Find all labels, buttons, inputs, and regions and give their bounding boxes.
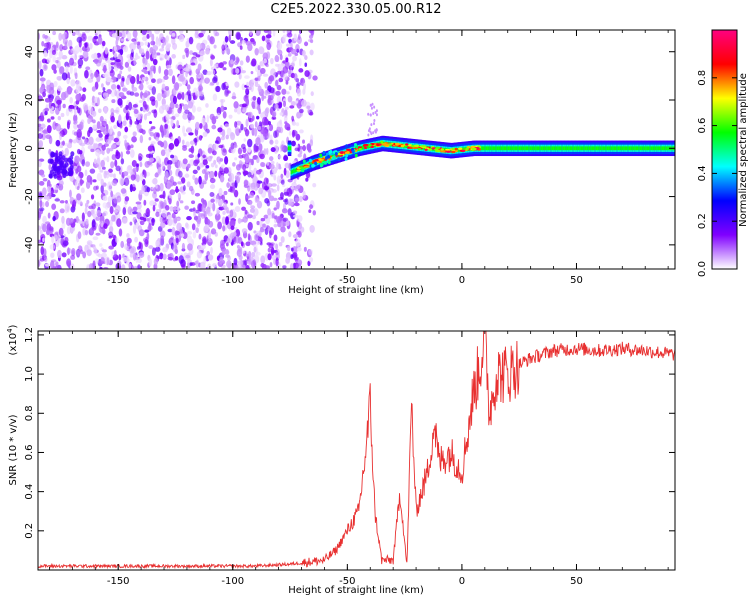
spectrogram-y-tick-label: -20 bbox=[24, 188, 35, 204]
colorbar-tick-label: 0.2 bbox=[697, 213, 708, 229]
colorbar: 0.0 0.2 0.4 0.6 0.8 Normalized spectral ampl… bbox=[697, 29, 749, 277]
snr-x-tick-label: -100 bbox=[221, 576, 244, 587]
spectrogram-image bbox=[38, 30, 675, 269]
snr-y-axis-label: SNR (10 * v/v) bbox=[8, 414, 19, 485]
snr-x-tick-label: 50 bbox=[570, 576, 583, 587]
spectrogram-x-tick-label: 50 bbox=[570, 275, 583, 286]
svg-text:(x104): (x104) bbox=[6, 324, 19, 355]
figure-title: C2E5.2022.330.05.00.R12 bbox=[270, 2, 442, 17]
colorbar-tick-label: 0.4 bbox=[697, 165, 708, 181]
snr-y-tick-label: 0.4 bbox=[24, 484, 35, 500]
spectrogram-y-tick-label: -40 bbox=[24, 237, 35, 253]
spectrogram-x-tick-label: -50 bbox=[339, 275, 355, 286]
spectrogram-x-tick-label: 0 bbox=[459, 275, 465, 286]
colorbar-tick-label: 0.6 bbox=[697, 118, 708, 134]
snr-y-tick-label: 0.2 bbox=[24, 523, 35, 539]
spectrogram-x-axis-label: Height of straight line (km) bbox=[288, 285, 424, 296]
snr-y-tick-label: 1.0 bbox=[24, 366, 35, 382]
snr-x-tick-label: -50 bbox=[339, 576, 355, 587]
colorbar-gradient bbox=[711, 29, 738, 270]
snr-frame bbox=[37, 330, 676, 571]
snr-series-line bbox=[38, 331, 675, 570]
colorbar-tick-label: 0.0 bbox=[697, 261, 708, 277]
snr-panel: -150 -100 -50 0 50 0.2 0.4 0.6 0.8 1.0 1.2 Height … bbox=[6, 324, 676, 596]
snr-ticks: -150 -100 -50 0 50 0.2 0.4 0.6 0.8 1.0 1.2 bbox=[24, 327, 675, 587]
spectrogram-panel: -150 -100 -50 0 50 -40 -20 0 20 40 Height of stra… bbox=[8, 29, 676, 296]
snr-y-multiplier: (x104) bbox=[6, 324, 19, 355]
snr-y-tick-label: 0.6 bbox=[24, 445, 35, 461]
snr-y-tick-label: 1.2 bbox=[24, 327, 35, 343]
spectrogram-y-tick-label: 40 bbox=[24, 45, 35, 58]
spectrogram-y-axis-label: Frequency (Hz) bbox=[8, 112, 19, 188]
spectrogram-y-tick-label: 0 bbox=[24, 145, 35, 151]
colorbar-tick-label: 0.8 bbox=[697, 70, 708, 86]
colorbar-ticks: 0.0 0.2 0.4 0.6 0.8 bbox=[697, 70, 737, 277]
snr-x-axis-label: Height of straight line (km) bbox=[288, 585, 424, 596]
snr-x-tick-label: 0 bbox=[459, 576, 465, 587]
spectrogram-ticks: -150 -100 -50 0 50 -40 -20 0 20 40 bbox=[24, 30, 675, 286]
spectrogram-x-tick-label: -100 bbox=[221, 275, 244, 286]
spectrogram-frame bbox=[37, 29, 676, 270]
snr-x-tick-label: -150 bbox=[107, 576, 130, 587]
colorbar-label: Normalized spectral amplitude bbox=[738, 73, 749, 227]
spectrogram-y-tick-label: 20 bbox=[24, 94, 35, 107]
spectrogram-x-tick-label: -150 bbox=[107, 275, 130, 286]
snr-y-tick-label: 0.8 bbox=[24, 405, 35, 421]
